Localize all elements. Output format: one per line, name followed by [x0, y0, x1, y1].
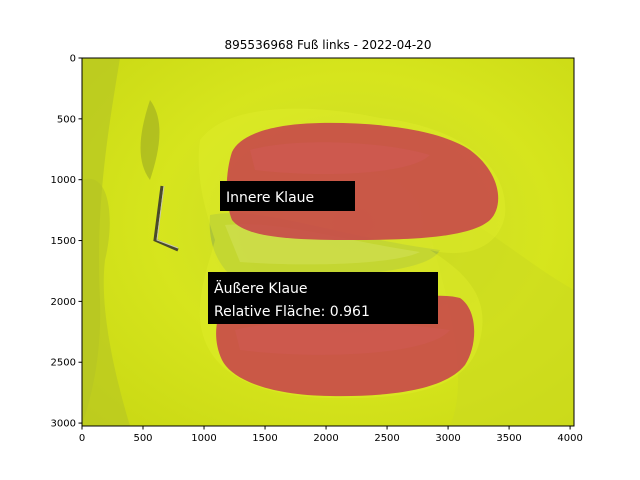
x-axis: 0 500 1000 1500 2000 2500 3000 3500 4000 [79, 426, 583, 444]
inner-claw-label-text: Innere Klaue [226, 190, 314, 206]
x-tick-label: 0 [79, 433, 85, 444]
outer-claw-label-title: Äußere Klaue [214, 279, 308, 297]
y-tick-label: 500 [57, 114, 76, 125]
x-tick-label: 3500 [496, 433, 521, 444]
x-tick-label: 2000 [313, 433, 338, 444]
x-tick-label: 2500 [374, 433, 399, 444]
axes-frame [81, 57, 575, 427]
x-tick-label: 1500 [252, 433, 277, 444]
x-tick-label: 3000 [435, 433, 460, 444]
outer-claw-label: Äußere Klaue Relative Fläche: 0.961 [208, 272, 438, 324]
y-tick-label: 1000 [51, 175, 76, 186]
y-tick-label: 3000 [51, 419, 76, 430]
y-tick-label: 2000 [51, 297, 76, 308]
inner-claw-label: Innere Klaue [220, 181, 355, 211]
hoof-image [82, 58, 574, 426]
y-tick-label: 0 [70, 54, 76, 65]
y-tick-label: 2500 [51, 358, 76, 369]
figure-title: 895536968 Fuß links - 2022-04-20 [225, 38, 432, 52]
y-tick-label: 1500 [51, 236, 76, 247]
x-tick-label: 4000 [557, 433, 582, 444]
x-tick-label: 1000 [191, 433, 216, 444]
y-axis: 0 500 1000 1500 2000 2500 3000 [51, 54, 82, 430]
outer-claw-relative-area: Relative Fläche: 0.961 [214, 304, 370, 320]
x-tick-label: 500 [133, 433, 152, 444]
